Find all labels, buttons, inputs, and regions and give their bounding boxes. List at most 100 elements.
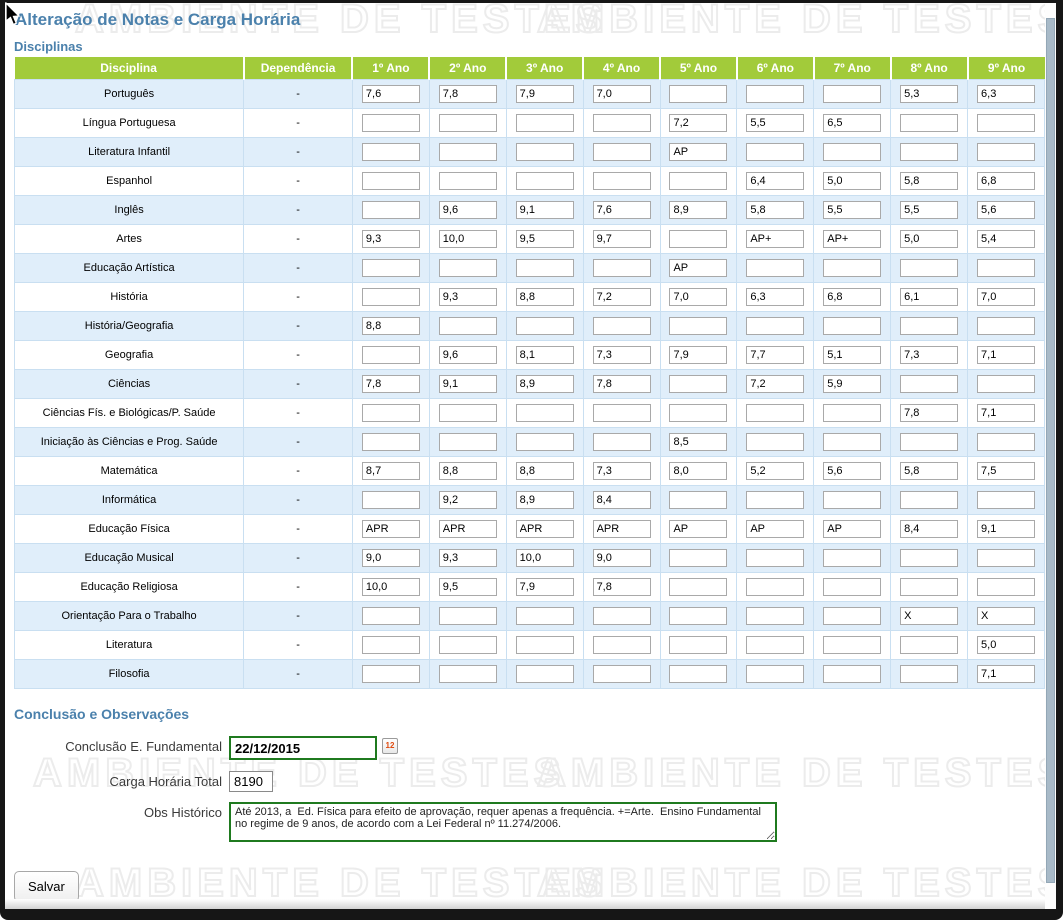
grade-input-year-6[interactable]	[746, 84, 805, 103]
grade-input-year-9[interactable]	[977, 432, 1036, 451]
grade-input-year-9[interactable]	[977, 258, 1036, 277]
grade-input-year-9[interactable]	[977, 548, 1036, 567]
grade-input-year-4[interactable]	[592, 461, 651, 480]
grade-input-year-4[interactable]	[592, 606, 651, 625]
grade-input-year-4[interactable]	[592, 229, 651, 248]
grade-input-year-1[interactable]	[361, 200, 420, 219]
grade-input-year-2[interactable]	[438, 519, 497, 538]
grade-input-year-8[interactable]	[900, 548, 959, 567]
grade-input-year-8[interactable]	[900, 200, 959, 219]
grade-input-year-6[interactable]	[746, 374, 805, 393]
grade-input-year-3[interactable]	[515, 519, 574, 538]
grade-input-year-8[interactable]	[900, 519, 959, 538]
grade-input-year-1[interactable]	[361, 229, 420, 248]
grade-input-year-7[interactable]	[823, 171, 882, 190]
grade-input-year-1[interactable]	[361, 142, 420, 161]
grade-input-year-7[interactable]	[823, 316, 882, 335]
grade-input-year-9[interactable]	[977, 142, 1036, 161]
grade-input-year-5[interactable]	[669, 200, 728, 219]
grade-input-year-8[interactable]	[900, 664, 959, 683]
grade-input-year-1[interactable]	[361, 403, 420, 422]
grade-input-year-3[interactable]	[515, 316, 574, 335]
grade-input-year-9[interactable]	[977, 84, 1036, 103]
grade-input-year-7[interactable]	[823, 84, 882, 103]
grade-input-year-4[interactable]	[592, 200, 651, 219]
grade-input-year-5[interactable]	[669, 287, 728, 306]
grade-input-year-8[interactable]	[900, 229, 959, 248]
grade-input-year-7[interactable]	[823, 200, 882, 219]
grade-input-year-9[interactable]	[977, 606, 1036, 625]
grade-input-year-3[interactable]	[515, 606, 574, 625]
grade-input-year-1[interactable]	[361, 345, 420, 364]
grade-input-year-6[interactable]	[746, 200, 805, 219]
grade-input-year-1[interactable]	[361, 635, 420, 654]
grade-input-year-2[interactable]	[438, 200, 497, 219]
grade-input-year-6[interactable]	[746, 345, 805, 364]
grade-input-year-8[interactable]	[900, 577, 959, 596]
grade-input-year-1[interactable]	[361, 490, 420, 509]
grade-input-year-8[interactable]	[900, 403, 959, 422]
grade-input-year-5[interactable]	[669, 142, 728, 161]
grade-input-year-9[interactable]	[977, 229, 1036, 248]
grade-input-year-6[interactable]	[746, 548, 805, 567]
grade-input-year-6[interactable]	[746, 432, 805, 451]
grade-input-year-2[interactable]	[438, 316, 497, 335]
grade-input-year-1[interactable]	[361, 316, 420, 335]
grade-input-year-6[interactable]	[746, 606, 805, 625]
grade-input-year-4[interactable]	[592, 548, 651, 567]
grade-input-year-7[interactable]	[823, 635, 882, 654]
grade-input-year-4[interactable]	[592, 403, 651, 422]
grade-input-year-5[interactable]	[669, 345, 728, 364]
grade-input-year-4[interactable]	[592, 577, 651, 596]
grade-input-year-5[interactable]	[669, 577, 728, 596]
grade-input-year-6[interactable]	[746, 490, 805, 509]
grade-input-year-9[interactable]	[977, 287, 1036, 306]
grade-input-year-9[interactable]	[977, 200, 1036, 219]
grade-input-year-7[interactable]	[823, 664, 882, 683]
grade-input-year-3[interactable]	[515, 258, 574, 277]
grade-input-year-1[interactable]	[361, 171, 420, 190]
grade-input-year-2[interactable]	[438, 374, 497, 393]
grade-input-year-5[interactable]	[669, 229, 728, 248]
grade-input-year-5[interactable]	[669, 403, 728, 422]
grade-input-year-4[interactable]	[592, 84, 651, 103]
grade-input-year-6[interactable]	[746, 664, 805, 683]
grade-input-year-2[interactable]	[438, 548, 497, 567]
conclusion-date-input[interactable]	[229, 736, 377, 760]
grade-input-year-8[interactable]	[900, 84, 959, 103]
calendar-icon[interactable]: 12	[382, 738, 398, 754]
grade-input-year-5[interactable]	[669, 461, 728, 480]
grade-input-year-3[interactable]	[515, 403, 574, 422]
grade-input-year-6[interactable]	[746, 577, 805, 596]
grade-input-year-2[interactable]	[438, 229, 497, 248]
grade-input-year-3[interactable]	[515, 84, 574, 103]
grade-input-year-3[interactable]	[515, 374, 574, 393]
grade-input-year-4[interactable]	[592, 316, 651, 335]
grade-input-year-5[interactable]	[669, 519, 728, 538]
grade-input-year-6[interactable]	[746, 171, 805, 190]
grade-input-year-5[interactable]	[669, 113, 728, 132]
grade-input-year-9[interactable]	[977, 461, 1036, 480]
grade-input-year-1[interactable]	[361, 519, 420, 538]
grade-input-year-9[interactable]	[977, 374, 1036, 393]
grade-input-year-3[interactable]	[515, 287, 574, 306]
grade-input-year-6[interactable]	[746, 461, 805, 480]
grade-input-year-5[interactable]	[669, 84, 728, 103]
grade-input-year-1[interactable]	[361, 287, 420, 306]
grade-input-year-4[interactable]	[592, 432, 651, 451]
grade-input-year-7[interactable]	[823, 258, 882, 277]
grade-input-year-2[interactable]	[438, 171, 497, 190]
vertical-scrollbar[interactable]	[1045, 3, 1056, 909]
grade-input-year-9[interactable]	[977, 171, 1036, 190]
grade-input-year-1[interactable]	[361, 113, 420, 132]
grade-input-year-1[interactable]	[361, 461, 420, 480]
grade-input-year-1[interactable]	[361, 548, 420, 567]
grade-input-year-1[interactable]	[361, 664, 420, 683]
grade-input-year-4[interactable]	[592, 519, 651, 538]
grade-input-year-8[interactable]	[900, 113, 959, 132]
grade-input-year-3[interactable]	[515, 345, 574, 364]
grade-input-year-6[interactable]	[746, 113, 805, 132]
grade-input-year-4[interactable]	[592, 374, 651, 393]
grade-input-year-2[interactable]	[438, 432, 497, 451]
grade-input-year-1[interactable]	[361, 374, 420, 393]
